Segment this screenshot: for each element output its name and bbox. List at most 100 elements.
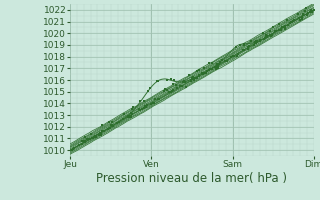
Point xyxy=(148,86,153,89)
Point xyxy=(309,10,314,13)
Point xyxy=(281,25,286,29)
Point xyxy=(156,97,161,100)
Point xyxy=(252,42,258,45)
Point xyxy=(107,126,112,129)
Point xyxy=(274,30,279,33)
Point xyxy=(79,143,84,146)
Point xyxy=(165,78,170,82)
Point xyxy=(289,20,294,23)
Point xyxy=(311,9,316,12)
Point xyxy=(308,10,313,14)
Point xyxy=(309,9,314,12)
Point xyxy=(301,13,306,16)
Point xyxy=(276,28,281,31)
Point xyxy=(189,77,195,80)
Point xyxy=(302,9,307,12)
Point xyxy=(156,79,161,83)
Point xyxy=(137,108,142,111)
Point xyxy=(238,44,243,47)
Point xyxy=(278,29,284,32)
Point xyxy=(69,148,74,151)
Point xyxy=(202,71,207,74)
Point xyxy=(102,129,107,132)
Point xyxy=(94,135,99,138)
Point xyxy=(248,39,253,42)
Point xyxy=(71,146,76,149)
Point xyxy=(181,80,187,83)
Point xyxy=(151,102,156,105)
Point xyxy=(241,48,246,51)
Point xyxy=(172,79,177,82)
Point xyxy=(191,78,196,81)
Point xyxy=(202,66,207,70)
Point xyxy=(97,131,102,134)
Point xyxy=(222,59,227,62)
Point xyxy=(98,131,103,134)
Point xyxy=(264,34,269,37)
Point xyxy=(267,33,272,36)
Point xyxy=(181,80,187,83)
Point xyxy=(79,140,84,143)
Point xyxy=(268,34,273,37)
Point xyxy=(207,68,212,71)
Point xyxy=(303,7,308,10)
Point xyxy=(201,73,206,76)
Point xyxy=(216,63,221,66)
Point xyxy=(144,103,149,106)
Point xyxy=(70,147,75,151)
Point xyxy=(260,31,266,34)
Point xyxy=(196,74,201,77)
Point xyxy=(94,134,99,137)
Point xyxy=(88,133,93,136)
Point xyxy=(233,45,238,48)
Point xyxy=(165,89,170,92)
Point xyxy=(214,62,219,65)
Point xyxy=(86,138,91,141)
Point xyxy=(192,79,197,82)
Point xyxy=(174,84,179,87)
Point xyxy=(213,67,218,70)
Point xyxy=(130,113,135,116)
Point xyxy=(83,136,88,139)
Point xyxy=(142,104,147,107)
Point xyxy=(77,143,82,147)
Point xyxy=(263,36,268,39)
Point xyxy=(247,44,252,47)
Point xyxy=(290,21,295,24)
Point xyxy=(193,76,198,79)
Point xyxy=(206,69,212,72)
Point xyxy=(131,105,136,108)
Point xyxy=(283,25,288,28)
Point xyxy=(138,100,143,103)
Point xyxy=(85,137,90,140)
Point xyxy=(301,14,306,17)
Point xyxy=(108,124,114,127)
Point xyxy=(188,78,193,82)
Point xyxy=(296,17,301,20)
Point xyxy=(257,40,262,43)
Point xyxy=(179,85,184,88)
Point xyxy=(236,53,241,56)
Point xyxy=(196,74,201,77)
Point xyxy=(184,85,189,88)
Point xyxy=(89,136,94,139)
Point xyxy=(285,23,290,26)
Point xyxy=(201,72,206,75)
Point xyxy=(305,12,310,15)
Point xyxy=(141,100,146,103)
Point xyxy=(155,80,160,83)
Point xyxy=(291,20,296,23)
Point xyxy=(116,120,121,123)
Point xyxy=(241,44,246,47)
Point xyxy=(157,98,162,101)
Point xyxy=(252,43,257,47)
Point xyxy=(270,25,276,29)
Point xyxy=(100,130,105,133)
Point xyxy=(284,18,289,21)
Point xyxy=(125,115,130,118)
Point xyxy=(126,115,132,118)
Point xyxy=(169,90,174,93)
Point xyxy=(77,143,82,146)
Point xyxy=(83,139,88,143)
Point xyxy=(69,148,74,152)
